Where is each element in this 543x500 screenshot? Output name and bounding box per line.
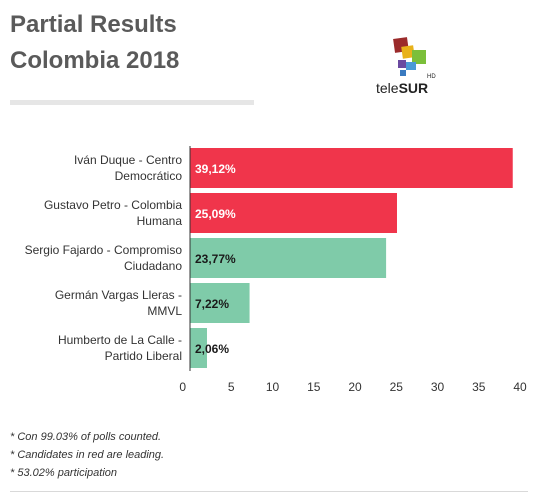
title-underline [10,100,254,105]
x-tick-label-0: 0 [179,380,186,394]
category-label-2-line-0: Sergio Fajardo - Compromiso [25,243,183,257]
data-label-4: 2,06% [195,342,229,356]
x-tick-label-3: 15 [307,380,321,394]
data-label-0: 39,12% [195,162,236,176]
footnotes: * Con 99.03% of polls counted. * Candida… [10,428,164,482]
x-tick-label-6: 30 [431,380,445,394]
category-label-1-line-0: Gustavo Petro - Colombia [44,198,182,212]
bottom-divider [10,491,528,492]
x-tick-label-5: 25 [390,380,404,394]
category-label-1: Gustavo Petro - Colombia Humana [44,198,182,228]
chart-title: Partial Results Colombia 2018 [10,7,179,79]
x-tick-label-8: 40 [513,380,527,394]
x-tick-label-1: 5 [228,380,235,394]
category-label-0-line-1: Democrático [115,169,183,183]
category-label-0-line-0: Iván Duque - Centro [74,153,182,167]
category-label-2: Sergio Fajardo - Compromiso Ciudadano [25,243,183,273]
bar-3 [190,283,250,323]
footnote-polls: * Con 99.03% of polls counted. [10,431,162,443]
category-label-3-line-1: MMVL [147,304,182,318]
bar-4 [190,328,207,368]
hd-badge: HD [427,74,436,80]
category-label-3-line-0: Germán Vargas Lleras - [55,288,182,302]
x-tick-label-4: 20 [348,380,362,394]
data-label-1: 25,09% [195,207,236,221]
title-line-1: Partial Results [10,11,177,38]
category-label-1-line-1: Humana [137,214,183,228]
data-label-3: 7,22% [195,297,229,311]
category-label-3: Germán Vargas Lleras - MMVL [55,288,182,318]
footnote-leading: * Candidates in red are leading. [10,449,165,461]
footnote-participation: * 53.02% participation [10,467,118,479]
telesur-logo: teleSUR HD [372,36,452,96]
bar-chart: 39,12% Iván Duque - Centro Democrático 25,0… [25,146,527,394]
category-label-4-line-1: Partido Liberal [105,349,182,363]
telesur-cube-icon [393,37,426,76]
bar-2 [190,238,387,278]
x-tick-label-7: 35 [472,380,486,394]
x-tick-label-2: 10 [266,380,280,394]
category-label-2-line-1: Ciudadano [124,259,182,273]
category-label-4-line-0: Humberto de La Calle - [58,333,182,347]
bar-0 [190,148,513,188]
bar-1 [190,193,397,233]
telesur-wordmark: teleSUR [376,80,429,96]
data-label-2: 23,77% [195,252,236,266]
category-label-0: Iván Duque - Centro Democrático [74,153,182,183]
category-label-4: Humberto de La Calle - Partido Liberal [58,333,182,363]
title-line-2: Colombia 2018 [10,47,180,74]
